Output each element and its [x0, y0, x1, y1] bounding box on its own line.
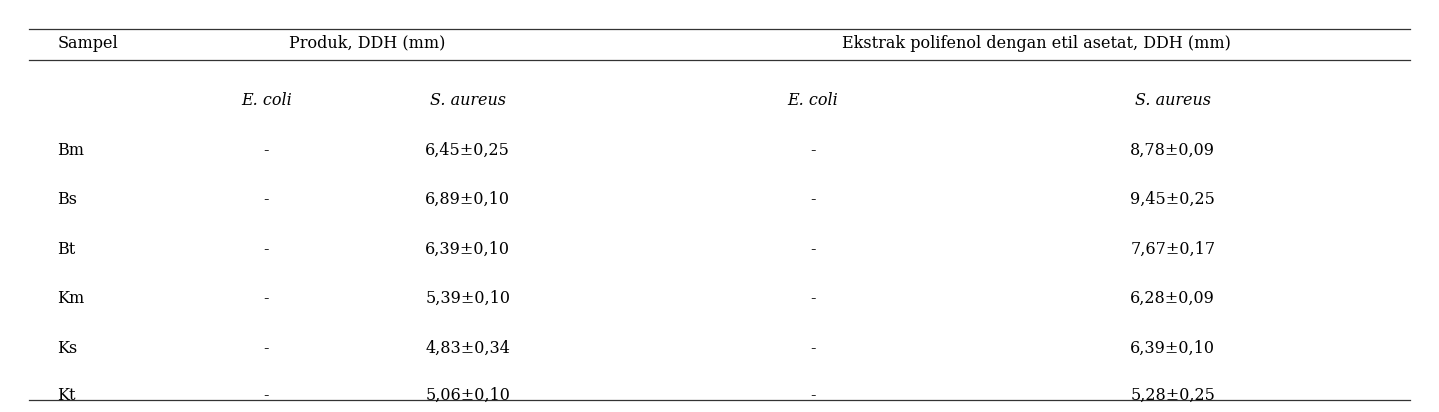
Text: Kt: Kt [58, 387, 76, 404]
Text: -: - [263, 339, 269, 357]
Text: -: - [263, 387, 269, 404]
Text: -: - [263, 191, 269, 208]
Text: -: - [263, 241, 269, 258]
Text: 7,67±0,17: 7,67±0,17 [1130, 241, 1216, 258]
Text: Km: Km [58, 290, 85, 307]
Text: Produk, DDH (mm): Produk, DDH (mm) [289, 35, 445, 52]
Text: -: - [810, 339, 816, 357]
Text: Ks: Ks [58, 339, 78, 357]
Text: 6,89±0,10: 6,89±0,10 [425, 191, 511, 208]
Text: 9,45±0,25: 9,45±0,25 [1131, 191, 1215, 208]
Text: Sampel: Sampel [58, 35, 118, 52]
Text: 5,39±0,10: 5,39±0,10 [425, 290, 511, 307]
Text: Bm: Bm [58, 142, 85, 159]
Text: S. aureus: S. aureus [430, 92, 505, 110]
Text: Ekstrak polifenol dengan etil asetat, DDH (mm): Ekstrak polifenol dengan etil asetat, DD… [842, 35, 1230, 52]
Text: 6,45±0,25: 6,45±0,25 [426, 142, 509, 159]
Text: 8,78±0,09: 8,78±0,09 [1130, 142, 1216, 159]
Text: 6,28±0,09: 6,28±0,09 [1131, 290, 1215, 307]
Text: -: - [810, 142, 816, 159]
Text: 5,06±0,10: 5,06±0,10 [426, 387, 509, 404]
Text: 5,28±0,25: 5,28±0,25 [1131, 387, 1215, 404]
Text: 4,83±0,34: 4,83±0,34 [426, 339, 509, 357]
Text: Bt: Bt [58, 241, 76, 258]
Text: -: - [810, 241, 816, 258]
Text: Bs: Bs [58, 191, 78, 208]
Text: -: - [263, 142, 269, 159]
Text: -: - [810, 290, 816, 307]
Text: 6,39±0,10: 6,39±0,10 [1130, 339, 1216, 357]
Text: S. aureus: S. aureus [1135, 92, 1210, 110]
Text: -: - [810, 387, 816, 404]
Text: 6,39±0,10: 6,39±0,10 [425, 241, 511, 258]
Text: -: - [263, 290, 269, 307]
Text: E. coli: E. coli [240, 92, 292, 110]
Text: E. coli: E. coli [787, 92, 839, 110]
Text: -: - [810, 191, 816, 208]
